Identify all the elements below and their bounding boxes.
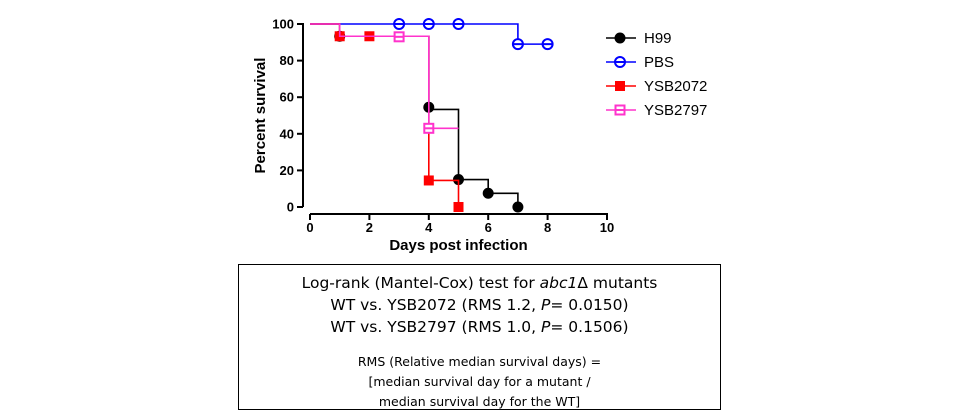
y-axis-title: Percent survival bbox=[252, 58, 269, 174]
x-tick-label-4: 4 bbox=[425, 220, 433, 235]
point-ysb2072-2 bbox=[423, 175, 434, 186]
point-h99-3 bbox=[482, 187, 494, 199]
point-pbs-0 bbox=[393, 18, 406, 30]
series-ysb2072 bbox=[310, 23, 464, 212]
point-ysb2797-0 bbox=[393, 31, 405, 43]
y-tick-label-40: 40 bbox=[280, 126, 294, 141]
legend-item-ysb2072: YSB2072 bbox=[606, 78, 707, 95]
point-pbs-4 bbox=[541, 38, 554, 51]
legend: H99 PBS YSB2072 YSB2797 bbox=[606, 30, 707, 119]
point-ysb2797-1 bbox=[423, 122, 435, 134]
rms-formula-numerator: [median survival day for a mutant / bbox=[368, 374, 591, 389]
rms-formula-denominator: median survival day for the WT] bbox=[378, 394, 581, 409]
y-tick-label-20: 20 bbox=[280, 163, 294, 178]
legend-item-pbs: PBS bbox=[606, 54, 674, 71]
series-line-ysb2797 bbox=[310, 23, 459, 130]
x-tick-label-0: 0 bbox=[306, 220, 313, 235]
series-line-h99 bbox=[310, 23, 519, 207]
legend-marker-ysb2072 bbox=[615, 81, 625, 91]
stats-title: Log-rank (Mantel-Cox) test for abc1Δ mut… bbox=[301, 274, 658, 292]
legend-marker-h99 bbox=[614, 32, 626, 44]
y-tick-label-0: 0 bbox=[287, 200, 294, 215]
legend-label-h99: H99 bbox=[644, 30, 672, 47]
point-pbs-1 bbox=[422, 18, 435, 30]
legend-label-ysb2072: YSB2072 bbox=[644, 78, 707, 95]
legend-marker-ysb2797 bbox=[614, 104, 626, 116]
stats-line-ysb2797: WT vs. YSB2797 (RMS 1.0, P= 0.1506) bbox=[330, 318, 629, 336]
stats-box: Log-rank (Mantel-Cox) test for abc1Δ mut… bbox=[238, 264, 721, 410]
x-tick-label-2: 2 bbox=[366, 220, 373, 235]
y-tick-label-60: 60 bbox=[280, 90, 294, 105]
legend-label-pbs: PBS bbox=[644, 54, 674, 71]
legend-item-h99: H99 bbox=[606, 30, 672, 47]
series-line-pbs bbox=[310, 23, 548, 45]
series-pbs bbox=[310, 18, 554, 51]
point-pbs-3 bbox=[511, 38, 524, 51]
series-layer bbox=[310, 18, 554, 213]
point-ysb2072-3 bbox=[453, 202, 464, 212]
series-line-ysb2072 bbox=[310, 23, 460, 207]
x-tick-label-6: 6 bbox=[485, 220, 492, 235]
series-h99 bbox=[310, 23, 524, 213]
x-tick-label-8: 8 bbox=[544, 220, 551, 235]
x-axis-title: Days post infection bbox=[389, 237, 527, 254]
rms-definition: RMS (Relative median survival days) = bbox=[357, 354, 602, 369]
legend-item-ysb2797: YSB2797 bbox=[606, 102, 707, 119]
point-pbs-2 bbox=[452, 18, 465, 30]
legend-label-ysb2797: YSB2797 bbox=[644, 102, 707, 119]
survival-chart: 0 20 40 60 80 100 0 2 4 6 8 10 Days post infection Pe… bbox=[252, 17, 707, 255]
series-ysb2797 bbox=[310, 23, 459, 134]
y-tick-label-100: 100 bbox=[272, 17, 294, 32]
x-tick-label-10: 10 bbox=[600, 220, 614, 235]
y-tick-label-80: 80 bbox=[280, 53, 294, 68]
legend-marker-pbs bbox=[614, 56, 626, 68]
point-h99-4 bbox=[512, 201, 524, 213]
stats-line-ysb2072: WT vs. YSB2072 (RMS 1.2, P= 0.0150) bbox=[330, 296, 629, 314]
axes: 0 20 40 60 80 100 0 2 4 6 8 10 Days post infection Pe… bbox=[252, 17, 614, 255]
